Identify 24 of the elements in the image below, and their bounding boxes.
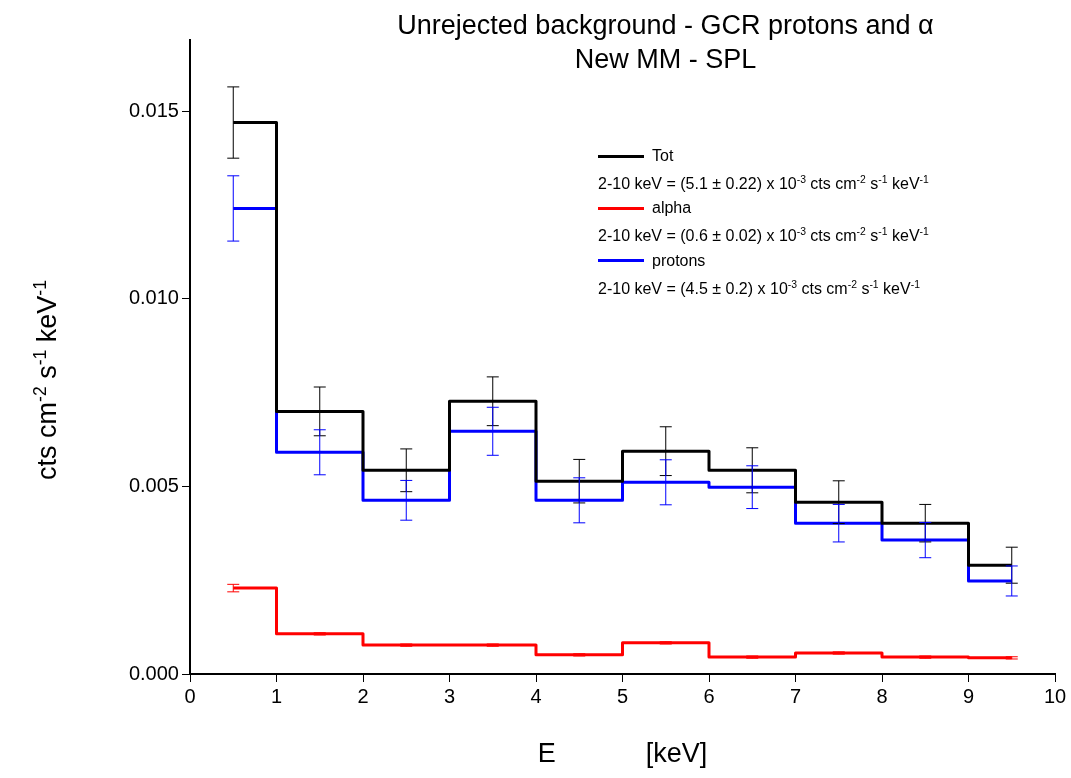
chart-title: Unrejected background - GCR protons and α [396, 9, 935, 42]
y-tick-label: 0.005 [128, 473, 179, 496]
annotation: 2-10 keV = (5.1 ± 0.22) x 10$^{-3}$ cts cm$^{-2}$ s$^{-1}$ keV$^{-1}$ [598, 173, 929, 195]
x-tick-label: 1 [270, 684, 283, 707]
x-tick-label: 2 [357, 684, 369, 707]
x-tick-label: 6 [703, 684, 715, 707]
y-tick-label: 0.015 [128, 98, 179, 121]
x-tick-label: 5 [616, 684, 629, 707]
legend-label: protons [652, 250, 706, 271]
x-axis-title: E [keV] [536, 738, 709, 769]
x-tick-label: 8 [876, 684, 888, 707]
x-tick-label: 7 [789, 684, 802, 707]
annotation: 2-10 keV = (4.5 ± 0.2) x 10$^{-3}$ cts cm$^{-2}$ s$^{-1}$ keV$^{-1}$ [598, 277, 921, 299]
x-tick-label: 10 [1043, 684, 1067, 707]
legend-label: alpha [652, 198, 692, 219]
y-tick-label: 0.010 [128, 286, 179, 309]
x-tick-label: 9 [962, 684, 975, 707]
x-tick-label: 0 [184, 684, 196, 707]
chart-subtitle: New MM - SPL [573, 43, 758, 76]
x-tick-label: 4 [530, 684, 542, 707]
annotation: 2-10 keV = (0.6 ± 0.02) x 10$^{-3}$ cts cm$^{-2}$ s$^{-1}$ keV$^{-1}$ [598, 225, 929, 247]
legend-label: Tot [652, 146, 674, 166]
y-tick-label: 0.000 [128, 661, 179, 684]
x-tick-label: 3 [443, 684, 456, 707]
